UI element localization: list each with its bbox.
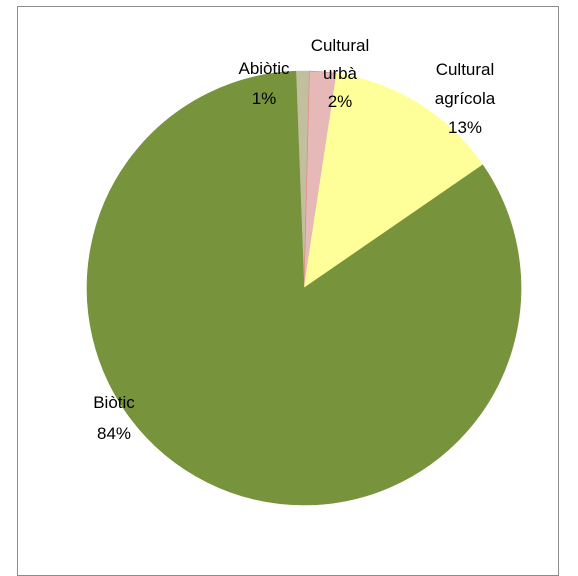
- pie-labels: Abiòtic 1% Cultural urbà 2% Cultural agrícola 1…: [93, 36, 496, 443]
- pie-slice-bi-tic: [86, 70, 522, 506]
- slice-label-cultural-agr-cola-0: Cultural: [436, 60, 495, 79]
- slice-percent-bi-tic: 84%: [97, 424, 131, 443]
- slice-percent-cultural-urb-: 2%: [328, 92, 353, 111]
- slice-label-bi-tic-0: Biòtic: [93, 393, 135, 412]
- slice-percent-abi-tic: 1%: [252, 89, 277, 108]
- slice-percent-cultural-agr-cola: 13%: [448, 118, 482, 137]
- slice-label-cultural-agr-cola-1: agrícola: [435, 89, 496, 108]
- slice-label-cultural-urb--0: Cultural: [311, 36, 370, 55]
- pie-slices: [86, 70, 522, 506]
- pie-slice-cultural-agr-cola: [303, 73, 484, 289]
- slice-label-cultural-urb--1: urbà: [323, 64, 358, 83]
- slice-label-abi-tic-0: Abiòtic: [238, 59, 290, 78]
